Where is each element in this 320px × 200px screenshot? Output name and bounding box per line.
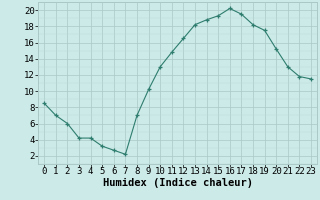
X-axis label: Humidex (Indice chaleur): Humidex (Indice chaleur) bbox=[103, 178, 252, 188]
